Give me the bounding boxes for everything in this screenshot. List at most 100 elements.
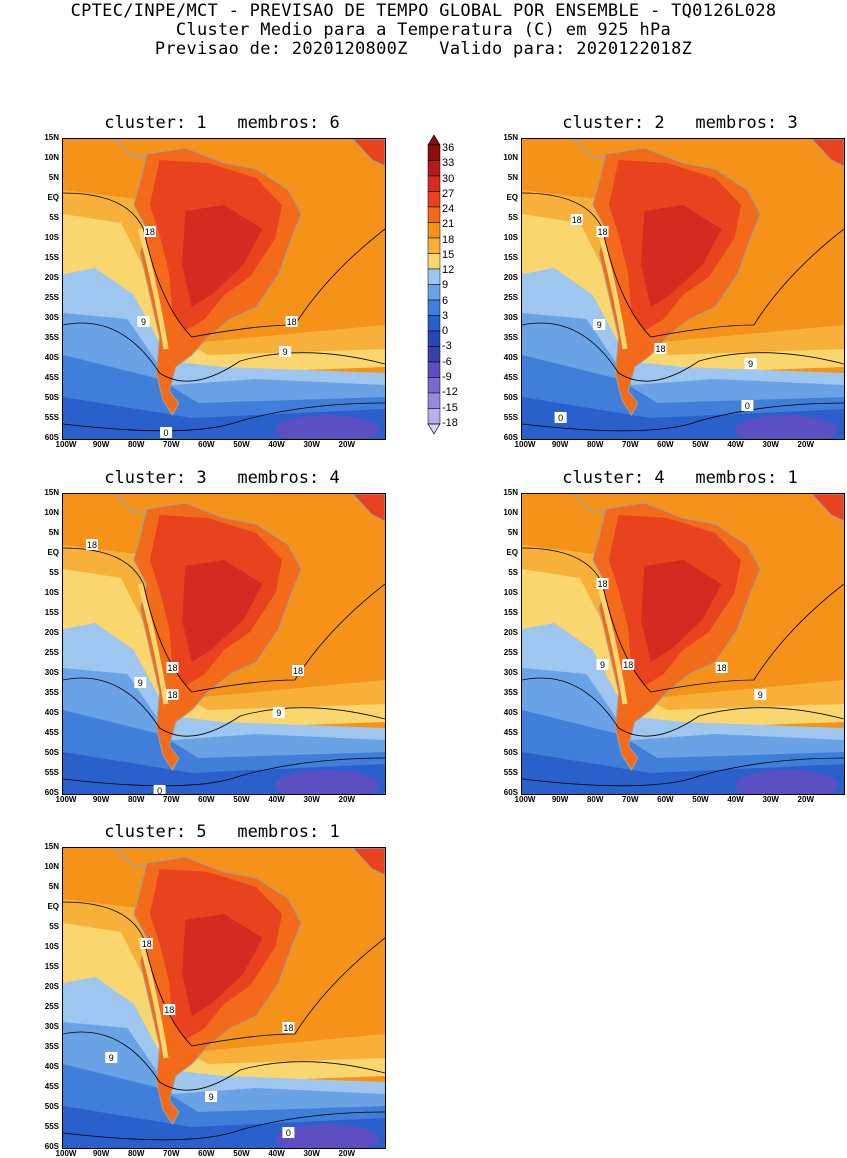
svg-text:18: 18 [167, 663, 177, 673]
lon-tick-label: 20W [338, 795, 355, 804]
land-hotter-region [641, 560, 722, 662]
cold-core [275, 1124, 379, 1148]
contour-18 [63, 547, 385, 693]
lat-tick-label: EQ [47, 548, 59, 557]
lat-tick-label: 25S [44, 648, 59, 657]
colorbar-bottom-arrow [427, 423, 441, 435]
lon-tick-label: 50W [233, 1149, 250, 1158]
svg-text:0: 0 [157, 786, 162, 794]
contour-label: 18 [140, 938, 153, 949]
lon-tick-label: 100W [55, 795, 77, 804]
cold-core [734, 415, 838, 439]
lat-tick-label: 50S [503, 748, 518, 757]
central-america-coast [114, 494, 147, 513]
header-subtitle: Cluster Medio para a Temperatura (C) em … [175, 20, 672, 40]
contour-0 [63, 757, 385, 787]
panel-title: cluster: 5 membros: 1 [104, 822, 340, 842]
lon-tick-label: 50W [233, 795, 250, 804]
lon-tick-label: 90W [92, 440, 110, 449]
colorbar-label: 6 [442, 294, 449, 307]
contour-label: 9 [596, 659, 609, 670]
colorbar-label: 33 [442, 157, 455, 170]
contour-label: 0 [282, 1127, 295, 1138]
svg-text:18: 18 [597, 227, 607, 237]
map-graphic: 18 9 18 9 0 [63, 139, 385, 439]
colorbar-label: 27 [442, 187, 455, 200]
colorbar-swatch [427, 206, 441, 223]
lat-tick-label: 10S [44, 942, 59, 951]
lat-tick-label: 35S [44, 688, 59, 697]
lat-tick-label: 5N [507, 528, 518, 537]
cold-core [734, 770, 838, 794]
colorbar-label: -12 [442, 386, 458, 399]
contour-label: 18 [163, 1004, 176, 1015]
colorbar-label: 30 [442, 172, 455, 185]
colorbar-swatch [427, 253, 441, 270]
contour-label: 9 [744, 358, 757, 369]
colorbar-label: 3 [442, 309, 449, 322]
lon-tick-label: 30W [762, 440, 779, 449]
lon-tick-label: 70W [163, 1149, 180, 1158]
lat-tick-label: 5S [49, 213, 59, 222]
contour-18 [63, 192, 385, 338]
lat-tick-label: 10N [503, 508, 518, 517]
lat-tick-label: 60S [503, 788, 518, 797]
map-graphic: 18 9 18 18 9 [522, 494, 844, 794]
map-panel: 18 9 18 9 0 [62, 138, 386, 440]
colorbar-label: 12 [442, 264, 455, 277]
africa-corner [352, 139, 385, 167]
lon-tick-label: 70W [163, 440, 180, 449]
andes-strip [137, 228, 169, 350]
lon-tick-label: 30W [762, 795, 779, 804]
panel-title: cluster: 2 membros: 3 [562, 113, 798, 133]
lon-tick-label: 20W [338, 1149, 355, 1158]
cold-core [275, 415, 379, 439]
colorbar-label: 18 [442, 233, 455, 246]
lat-tick-label: 10S [44, 233, 59, 242]
svg-text:0: 0 [286, 1128, 291, 1138]
lon-tick-label: 100W [55, 440, 77, 449]
lat-tick-label: 5N [507, 173, 518, 182]
colorbar-swatch [427, 361, 441, 378]
contour-label: 18 [282, 1022, 295, 1033]
lat-tick-label: 5N [48, 882, 59, 891]
lat-tick-label: 15N [503, 488, 518, 497]
lon-tick-label: 60W [657, 440, 674, 449]
central-america-coast [114, 848, 147, 867]
lat-tick-label: 40S [44, 353, 59, 362]
contour-label: 18 [143, 226, 156, 237]
colorbar-swatch [427, 377, 441, 394]
contour-label: 0 [160, 427, 173, 438]
lat-tick-label: 5S [508, 213, 518, 222]
contour-label: 18 [166, 689, 179, 700]
lon-tick-label: 60W [657, 795, 674, 804]
panel-title: cluster: 3 membros: 4 [104, 468, 340, 488]
contour-label: 0 [554, 412, 567, 423]
colorbar-graphic [427, 134, 441, 435]
colorbar-label: 9 [442, 279, 449, 292]
contour-label: 9 [134, 677, 147, 688]
lat-tick-label: 55S [44, 768, 59, 777]
lat-tick-label: 55S [503, 768, 518, 777]
lat-tick-label: 15N [503, 133, 518, 142]
lat-tick-label: 55S [44, 413, 59, 422]
svg-text:18: 18 [145, 227, 155, 237]
svg-text:0: 0 [745, 401, 750, 411]
lat-tick-label: 5S [508, 568, 518, 577]
lat-tick-label: 40S [44, 1062, 59, 1071]
svg-text:9: 9 [597, 320, 602, 330]
lat-tick-label: 5N [48, 528, 59, 537]
lat-tick-label: 35S [44, 1042, 59, 1051]
land-hotter-region [641, 205, 722, 307]
lon-tick-label: 100W [514, 440, 536, 449]
lat-tick-label: EQ [47, 902, 59, 911]
lat-tick-label: 30S [44, 668, 59, 677]
svg-text:9: 9 [276, 708, 281, 718]
lat-tick-label: 30S [503, 313, 518, 322]
svg-text:9: 9 [209, 1092, 214, 1102]
colorbar-label: 24 [442, 203, 455, 216]
lon-tick-label: 90W [551, 795, 569, 804]
map-graphic: 18 18 18 9 9 0 [63, 848, 385, 1148]
lon-tick-label: 100W [55, 1149, 77, 1158]
contour-label: 9 [593, 319, 606, 330]
